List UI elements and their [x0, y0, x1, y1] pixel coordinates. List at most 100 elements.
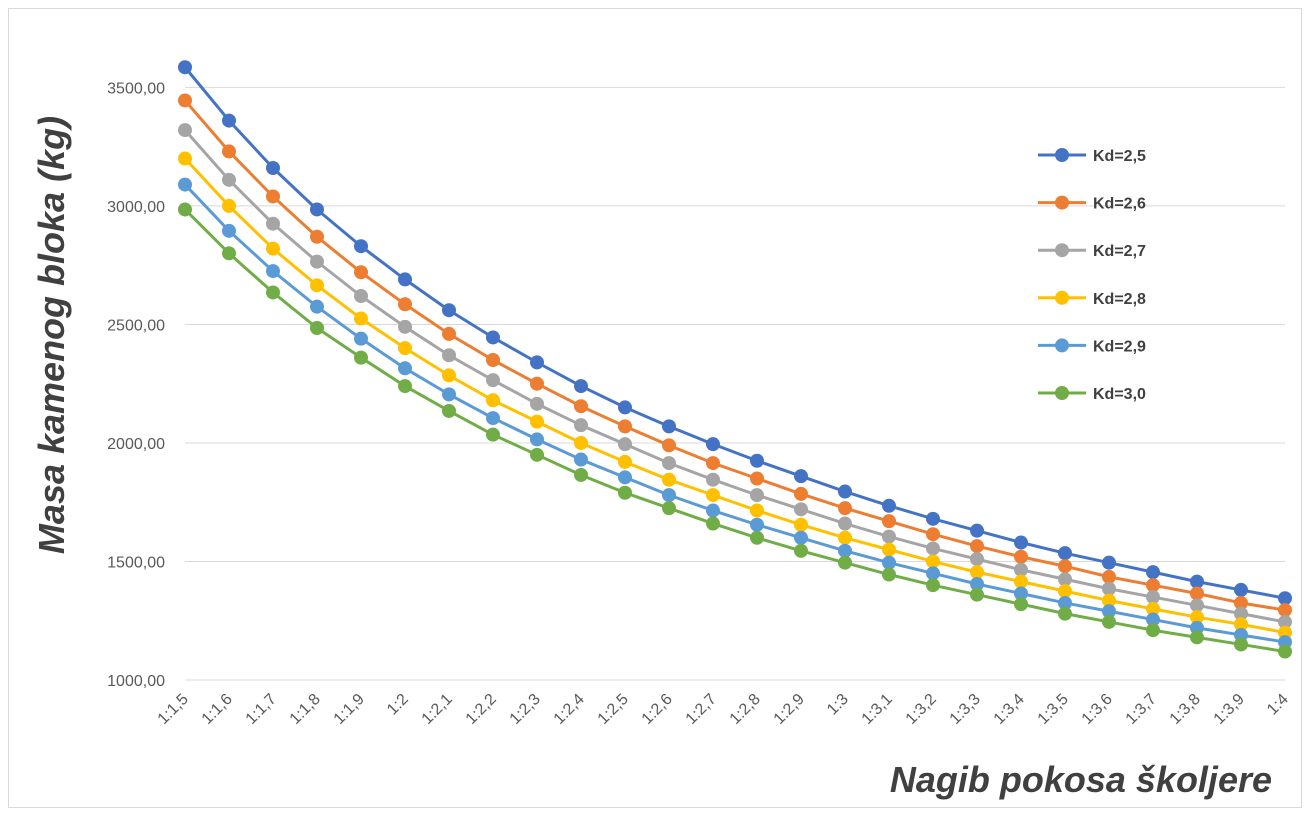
x-tick-label: 1:3,8 [1167, 691, 1204, 728]
x-tick-label: 1:2 [384, 691, 412, 719]
legend-label: Kd=2,7 [1093, 243, 1146, 260]
data-point [574, 418, 588, 433]
data-point [1278, 603, 1292, 618]
data-point [1102, 581, 1116, 596]
series-line [183, 66, 1286, 600]
legend-label: Kd=2,5 [1093, 148, 1146, 165]
data-point [750, 503, 764, 518]
data-point [574, 435, 588, 450]
data-point [574, 399, 588, 414]
series-5 [178, 177, 1292, 650]
data-point [310, 254, 324, 269]
data-point [838, 555, 852, 570]
x-tick-label: 1:3,3 [947, 691, 984, 728]
x-axis-ticks: 1:1,5 1:1,6 1:1,7 1:1,8 1:1,9 1:2 1:2,1 1:2,2 1:… [155, 691, 1292, 728]
x-tick-label: 1:3,1 [859, 691, 896, 728]
data-point [1014, 562, 1028, 577]
data-point [750, 530, 764, 545]
data-point [222, 246, 236, 261]
legend-item: Kd=2,7 [1038, 243, 1146, 260]
y-tick-label: 3500,00 [107, 80, 165, 97]
data-point [1058, 606, 1072, 621]
data-point [970, 523, 984, 538]
legend-item: Kd=2,9 [1038, 338, 1146, 355]
data-point [1234, 637, 1248, 652]
data-point [618, 485, 632, 500]
data-point [882, 514, 896, 529]
x-tick-label: 1:2,2 [463, 691, 500, 728]
data-point [266, 161, 280, 175]
data-point [706, 503, 720, 518]
data-point [266, 264, 280, 279]
data-point [838, 543, 852, 558]
y-axis-ticks: 1000,00 1500,00 2000,00 2500,00 3000,00 3500,… [107, 80, 165, 690]
x-tick-label: 1:2,5 [595, 691, 632, 728]
legend-item: Kd=2,6 [1038, 195, 1146, 213]
data-point [1190, 586, 1204, 601]
series-line [183, 208, 1286, 654]
data-point [706, 488, 720, 503]
x-tick-label: 1:2,7 [683, 691, 720, 728]
x-tick-label: 1:3,9 [1211, 691, 1248, 728]
data-point [1058, 584, 1072, 599]
x-tick-label: 1:1,9 [331, 691, 368, 728]
data-point [970, 552, 984, 567]
data-point [310, 202, 324, 217]
data-point [486, 411, 500, 426]
legend-marker [1055, 290, 1069, 305]
chart-frame [8, 8, 1302, 808]
data-point [926, 554, 940, 569]
x-tick-label: 1:2,4 [551, 691, 588, 728]
data-point [706, 472, 720, 487]
data-point [926, 541, 940, 556]
data-point [574, 379, 588, 394]
legend-marker [1055, 386, 1069, 400]
data-point [750, 517, 764, 532]
data-point [398, 341, 412, 356]
x-tick-label: 1:4 [1264, 691, 1292, 719]
x-tick-label: 1:3,7 [1123, 691, 1160, 728]
data-point [706, 437, 720, 452]
data-point [486, 353, 500, 367]
data-point [1278, 614, 1292, 629]
data-point [310, 321, 324, 335]
data-point [926, 527, 940, 542]
data-point [838, 484, 852, 499]
data-point [794, 502, 808, 517]
y-tick-label: 2000,00 [107, 436, 165, 453]
legend-label: Kd=2,9 [1093, 338, 1146, 355]
data-point [574, 467, 588, 482]
data-point [618, 470, 632, 485]
data-point [882, 529, 896, 544]
legend-label: Kd=3,0 [1093, 386, 1146, 403]
data-point [354, 311, 368, 326]
series-6 [178, 202, 1292, 659]
data-point [1190, 630, 1204, 645]
data-point [486, 393, 500, 408]
data-point [926, 578, 940, 593]
data-point [882, 542, 896, 557]
data-point [706, 456, 720, 471]
x-tick-label: 1:2,9 [771, 691, 808, 728]
data-point [1146, 623, 1160, 638]
x-tick-label: 1:1,6 [199, 691, 236, 728]
data-point [662, 472, 676, 487]
data-point [1234, 595, 1248, 610]
data-point [222, 172, 236, 187]
data-point [398, 297, 412, 312]
data-point [1058, 546, 1072, 561]
legend-marker [1055, 243, 1069, 258]
legend-marker [1055, 148, 1069, 162]
data-point [1234, 582, 1248, 597]
data-point [662, 438, 676, 453]
series-group [178, 60, 1292, 659]
data-point [1102, 604, 1116, 619]
series-2 [178, 93, 1292, 618]
data-point [794, 517, 808, 532]
x-tick-label: 1:1,7 [243, 691, 280, 728]
data-point [1146, 578, 1160, 593]
data-point [970, 539, 984, 554]
data-point [530, 414, 544, 429]
series-line [183, 129, 1286, 624]
